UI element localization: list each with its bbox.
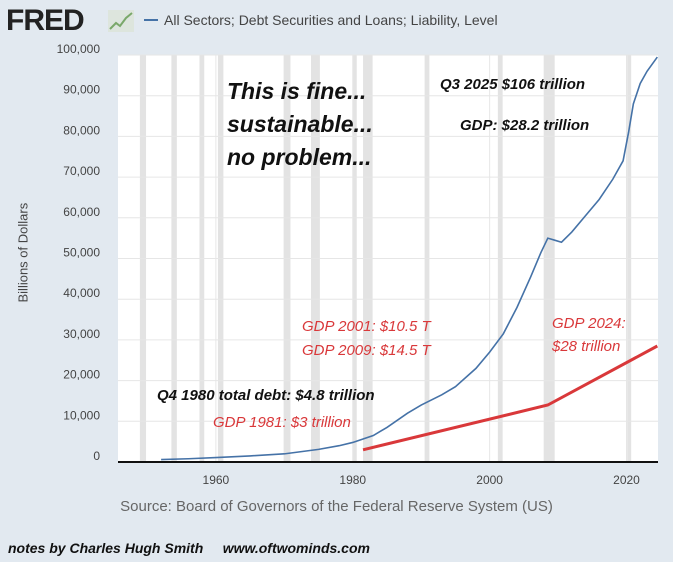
fred-logo: FRED — [6, 4, 85, 37]
y-tick-label: 90,000 — [63, 83, 100, 97]
annotation: GDP 2024: — [552, 315, 626, 332]
annotation: $28 trillion — [552, 338, 621, 355]
source-note: Source: Board of Governors of the Federa… — [120, 498, 553, 515]
y-tick-label: 60,000 — [63, 205, 100, 219]
y-tick-label: 80,000 — [63, 123, 100, 137]
y-tick-label: 40,000 — [63, 286, 100, 300]
legend-swatch — [144, 19, 158, 21]
y-tick-label: 30,000 — [63, 327, 100, 341]
annotation: Q4 1980 total debt: $4.8 trillion — [157, 387, 375, 404]
y-tick-label: 10,000 — [63, 408, 100, 422]
author-notes: notes by Charles Hugh Smith www.oftwomin… — [8, 540, 370, 556]
chart-line-icon — [108, 10, 134, 32]
x-tick-label: 1960 — [203, 473, 230, 487]
y-tick-label: 0 — [93, 449, 100, 463]
annotation: This is fine... — [227, 78, 367, 104]
y-tick-label: 20,000 — [63, 368, 100, 382]
x-tick-label: 1980 — [339, 473, 366, 487]
annotation: GDP 1981: $3 trillion — [213, 414, 351, 431]
annotation: GDP 2001: $10.5 T — [302, 318, 431, 335]
debt-series-line — [161, 56, 658, 461]
annotation: no problem... — [227, 144, 372, 170]
gdp-series-line — [362, 344, 659, 452]
x-tick-label: 2000 — [476, 473, 503, 487]
y-tick-label: 70,000 — [63, 164, 100, 178]
annotation: sustainable... — [227, 111, 373, 137]
annotation: Q3 2025 $106 trillion — [440, 76, 586, 93]
annotation: GDP 2009: $14.5 T — [302, 342, 431, 359]
y-tick-label: 100,000 — [57, 42, 101, 56]
legend: All Sectors; Debt Securities and Loans; … — [144, 12, 498, 28]
y-tick-label: 50,000 — [63, 246, 100, 260]
legend-label: All Sectors; Debt Securities and Loans; … — [164, 12, 498, 28]
x-tick-label: 2020 — [613, 473, 640, 487]
annotation: GDP: $28.2 trillion — [460, 117, 590, 134]
